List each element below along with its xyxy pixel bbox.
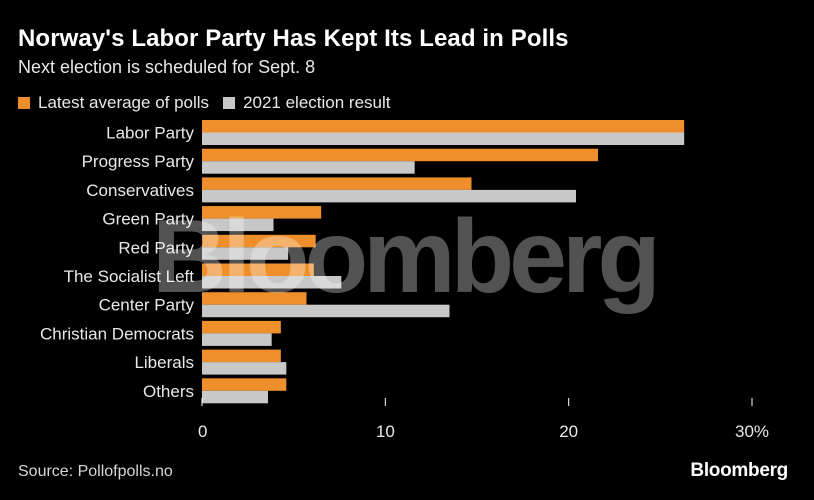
category-label-others: Others [143,382,194,401]
x-tick-label-3: 30% [735,422,769,441]
legend-item-election: 2021 election result [223,93,391,113]
category-label-progress-party: Progress Party [82,152,195,171]
bar-red-party-latest [202,234,316,248]
category-label-green-party: Green Party [102,210,194,229]
bars-group [202,120,685,404]
category-label-christian-democrats: Christian Democrats [40,324,194,343]
bar-center-party-latest [202,292,307,305]
bar-the-socialist-left-election [202,276,342,289]
category-label-conservatives: Conservatives [86,181,194,200]
x-tick-label-0: 0 [198,422,207,441]
category-labels: Labor Party Progress Party Conservatives Gr… [40,124,194,401]
category-label-the-socialist-left: The Socialist Left [64,267,195,286]
x-axis: 0 10 20 30% [198,398,769,441]
legend: Latest average of polls 2021 election re… [18,93,405,113]
bar-others-latest [202,378,287,391]
bar-green-party-election [202,218,274,232]
bar-progress-party-latest [202,148,598,162]
bloomberg-watermark: Bloomberg [152,199,656,315]
chart-subtitle: Next election is scheduled for Sept. 8 [18,57,316,77]
legend-item-latest: Latest average of polls [18,93,209,113]
bar-center-party-election [202,304,450,318]
category-label-labor-party: Labor Party [106,124,194,143]
x-tick-label-2: 20 [559,422,578,441]
bar-green-party-latest [202,206,322,219]
bar-liberals-election [202,362,287,375]
legend-label-latest: Latest average of polls [38,93,210,112]
bar-progress-party-election [202,161,415,174]
category-label-center-party: Center Party [99,296,195,315]
bar-christian-democrats-latest [202,320,281,334]
bar-christian-democrats-election [202,333,272,346]
bar-others-election [202,390,268,404]
category-label-red-party: Red Party [118,238,194,257]
category-label-liberals: Liberals [134,353,194,372]
legend-label-election: 2021 election result [243,93,391,112]
bar-the-socialist-left-latest [202,263,314,276]
legend-swatch-election [223,97,236,109]
bar-liberals-latest [202,349,281,363]
source-note: Source: Pollofpolls.no [18,463,173,480]
bar-conservatives-latest [202,177,472,190]
bar-red-party-election [202,247,289,260]
bloomberg-logo: Bloomberg [690,460,788,481]
chart-title: Norway's Labor Party Has Kept Its Lead i… [18,25,569,52]
bar-labor-party-election [202,132,685,145]
x-tick-label-1: 10 [376,422,395,441]
bar-conservatives-election [202,189,576,203]
legend-swatch-latest [18,97,30,109]
bar-labor-party-latest [202,120,685,133]
